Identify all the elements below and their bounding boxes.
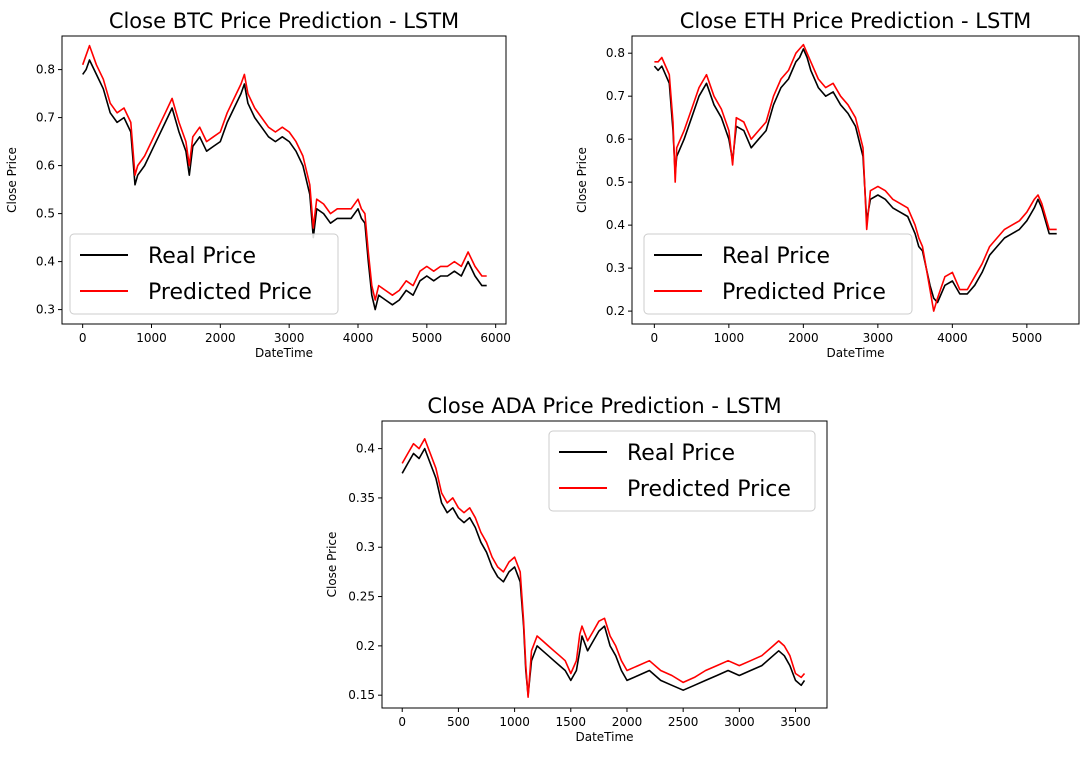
chart-2: Close ADA Price Prediction - LSTM 0 500 100… [325,394,828,744]
legend-label: Predicted Price [148,280,312,305]
x-tick-label: 2000 [788,331,819,345]
y-tick-label: 0.4 [36,255,55,269]
x-tick-label: 5000 [412,331,443,345]
legend: Real Price Predicted Price [548,430,816,512]
axes-frame [381,420,828,709]
y-axis-label: Close Price [575,147,589,213]
axes-frame [631,35,1080,325]
x-tick-label: 1000 [136,331,167,345]
series-line-predicted-price [81,44,487,301]
x-tick-label: 4000 [343,331,374,345]
x-tick-label: 3500 [780,715,811,729]
chart-1: Close ETH Price Prediction - LSTM 0 1000 20… [575,9,1080,360]
x-tick-label: 0 [651,331,659,345]
x-axis-label: DateTime [826,346,884,360]
x-tick-label: 1000 [714,331,745,345]
x-tick-label: 4000 [937,331,968,345]
series-line-predicted-price [401,437,806,699]
y-tick-label: 0.3 [356,540,375,554]
y-tick-label: 0.2 [606,304,625,318]
y-tick-label: 0.5 [36,207,55,221]
legend: Real Price Predicted Price [643,233,913,315]
chart-title: Close BTC Price Prediction - LSTM [109,9,459,33]
y-tick-label: 0.3 [36,303,55,317]
x-tick-label: 3000 [274,331,305,345]
x-tick-label: 2000 [612,715,643,729]
x-tick-label: 0 [79,331,87,345]
x-tick-label: 1000 [499,715,530,729]
plot-area [401,437,806,699]
x-tick-label: 2000 [205,331,236,345]
axes-frame [61,35,507,325]
plot-area [653,43,1057,312]
legend-label: Real Price [627,441,735,466]
legend-box [643,233,913,315]
y-tick-label: 0.2 [356,639,375,653]
legend-label: Real Price [722,244,830,269]
x-tick-label: 5000 [1012,331,1043,345]
y-tick-label: 0.6 [606,132,625,146]
series-line-predicted-price [654,43,1057,312]
y-tick-label: 0.5 [606,175,625,189]
y-tick-label: 0.4 [606,218,625,232]
series-line-real-price [82,59,487,311]
y-axis-label: Close Price [5,147,19,213]
series-line-real-price [401,447,806,697]
y-tick-label: 0.7 [36,111,55,125]
y-tick-label: 0.8 [36,63,55,77]
legend-box [69,233,339,315]
series-line-real-price [653,48,1057,304]
legend-label: Real Price [148,244,256,269]
legend-box [548,430,816,512]
x-tick-label: 1500 [556,715,587,729]
x-tick-label: 3000 [863,331,894,345]
legend-label: Predicted Price [627,477,791,502]
x-axis-label: DateTime [575,730,633,744]
y-tick-label: 0.3 [606,261,625,275]
y-tick-label: 0.15 [348,688,375,702]
y-axis-label: Close Price [325,532,339,598]
y-tick-label: 0.7 [606,89,625,103]
x-tick-label: 2500 [668,715,699,729]
y-tick-label: 0.25 [348,590,375,604]
y-tick-label: 0.4 [356,442,375,456]
x-tick-label: 500 [447,715,470,729]
y-tick-label: 0.6 [36,159,55,173]
plot-area [81,44,487,311]
x-tick-label: 3000 [724,715,755,729]
y-tick-label: 0.35 [348,491,375,505]
x-axis-label: DateTime [255,346,313,360]
chart-0: Close BTC Price Prediction - LSTM 0 1000 20… [5,9,511,360]
legend: Real Price Predicted Price [69,233,339,315]
y-tick-label: 0.8 [606,46,625,60]
x-tick-label: 0 [398,715,406,729]
legend-label: Predicted Price [722,280,886,305]
x-tick-label: 6000 [480,331,511,345]
chart-title: Close ADA Price Prediction - LSTM [427,394,781,418]
chart-title: Close ETH Price Prediction - LSTM [680,9,1032,33]
